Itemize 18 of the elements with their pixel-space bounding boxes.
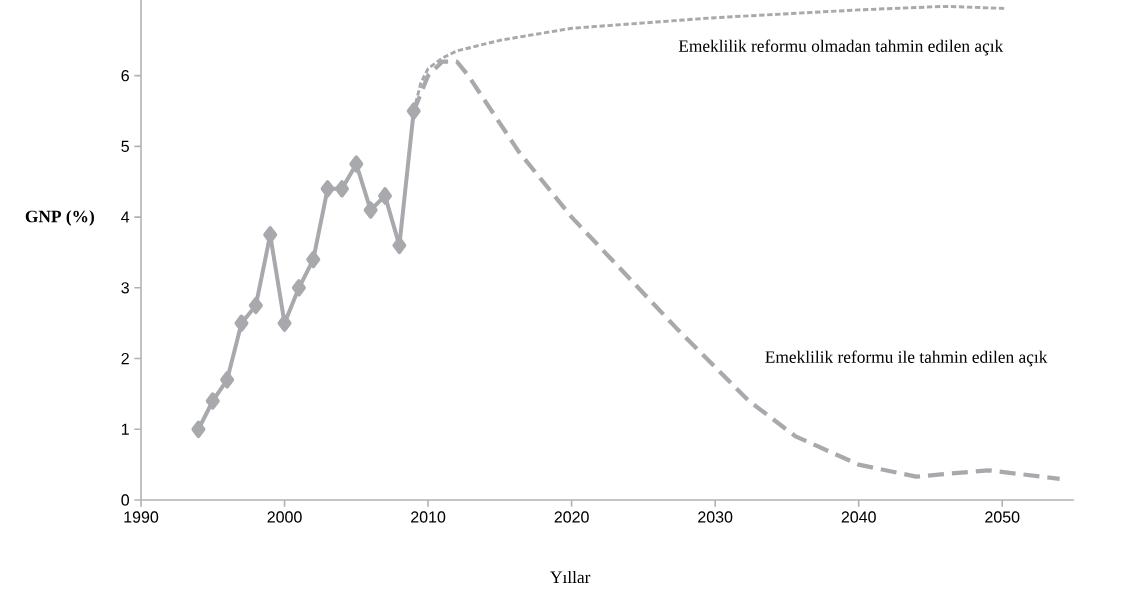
- x-tick-label: 2030: [698, 511, 733, 523]
- x-tick-label: 2000: [267, 511, 302, 523]
- x-tick-label: 1990: [124, 511, 159, 523]
- y-tick-label: 2: [121, 352, 129, 365]
- x-tick-label: 2020: [554, 511, 589, 523]
- x-tick-label: 2050: [985, 511, 1020, 523]
- y-tick-label: 4: [121, 211, 130, 223]
- y-tick-label: 5: [121, 140, 129, 152]
- x-axis-title: Yıllar: [550, 570, 591, 584]
- x-tick-label: 2010: [411, 511, 446, 523]
- text: Emeklilik reformu ile tahmin edilen açık: [765, 350, 1048, 367]
- y-tick-label: 0: [121, 494, 130, 506]
- x-tick-label: 2040: [841, 511, 876, 523]
- y-tick-label: 1: [121, 423, 129, 435]
- y-tick-label: 6: [121, 70, 129, 82]
- series-label: Emeklilik reformu olmadan tahmin edilen açık: [678, 39, 1004, 56]
- y-tick-label: 3: [121, 282, 129, 294]
- y-axis-title: GNP (%): [25, 210, 94, 226]
